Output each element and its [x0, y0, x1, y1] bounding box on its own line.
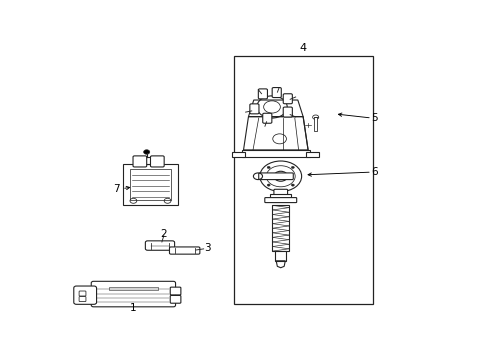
- FancyBboxPatch shape: [170, 287, 181, 295]
- Bar: [130, 170, 171, 200]
- Text: 1: 1: [130, 303, 137, 314]
- FancyBboxPatch shape: [74, 286, 97, 304]
- Text: 5: 5: [371, 113, 378, 123]
- FancyBboxPatch shape: [170, 247, 200, 254]
- Bar: [314, 117, 317, 131]
- FancyBboxPatch shape: [258, 89, 268, 99]
- Bar: [306, 152, 319, 157]
- FancyBboxPatch shape: [146, 241, 174, 250]
- FancyBboxPatch shape: [263, 113, 272, 123]
- FancyBboxPatch shape: [242, 150, 310, 157]
- FancyBboxPatch shape: [170, 296, 181, 303]
- Text: 4: 4: [300, 43, 307, 53]
- FancyBboxPatch shape: [259, 173, 294, 180]
- Circle shape: [292, 184, 294, 186]
- FancyBboxPatch shape: [283, 107, 293, 117]
- Bar: [270, 194, 292, 199]
- FancyBboxPatch shape: [91, 281, 175, 307]
- Circle shape: [292, 166, 294, 168]
- Bar: [234, 56, 373, 304]
- FancyBboxPatch shape: [133, 156, 147, 167]
- FancyBboxPatch shape: [150, 156, 164, 167]
- Circle shape: [267, 166, 270, 168]
- Text: 6: 6: [371, 167, 378, 177]
- Text: 2: 2: [160, 229, 167, 239]
- Circle shape: [144, 150, 150, 154]
- FancyBboxPatch shape: [274, 189, 288, 198]
- FancyBboxPatch shape: [250, 104, 259, 114]
- Bar: [272, 205, 289, 251]
- Bar: [123, 165, 178, 205]
- Bar: [232, 152, 245, 157]
- Bar: [142, 157, 151, 165]
- FancyBboxPatch shape: [265, 198, 296, 203]
- FancyBboxPatch shape: [272, 87, 281, 98]
- FancyBboxPatch shape: [283, 94, 293, 104]
- Text: 3: 3: [204, 243, 211, 253]
- Bar: [275, 251, 286, 261]
- Text: 7: 7: [113, 184, 120, 194]
- Circle shape: [267, 184, 270, 186]
- Bar: [109, 287, 158, 290]
